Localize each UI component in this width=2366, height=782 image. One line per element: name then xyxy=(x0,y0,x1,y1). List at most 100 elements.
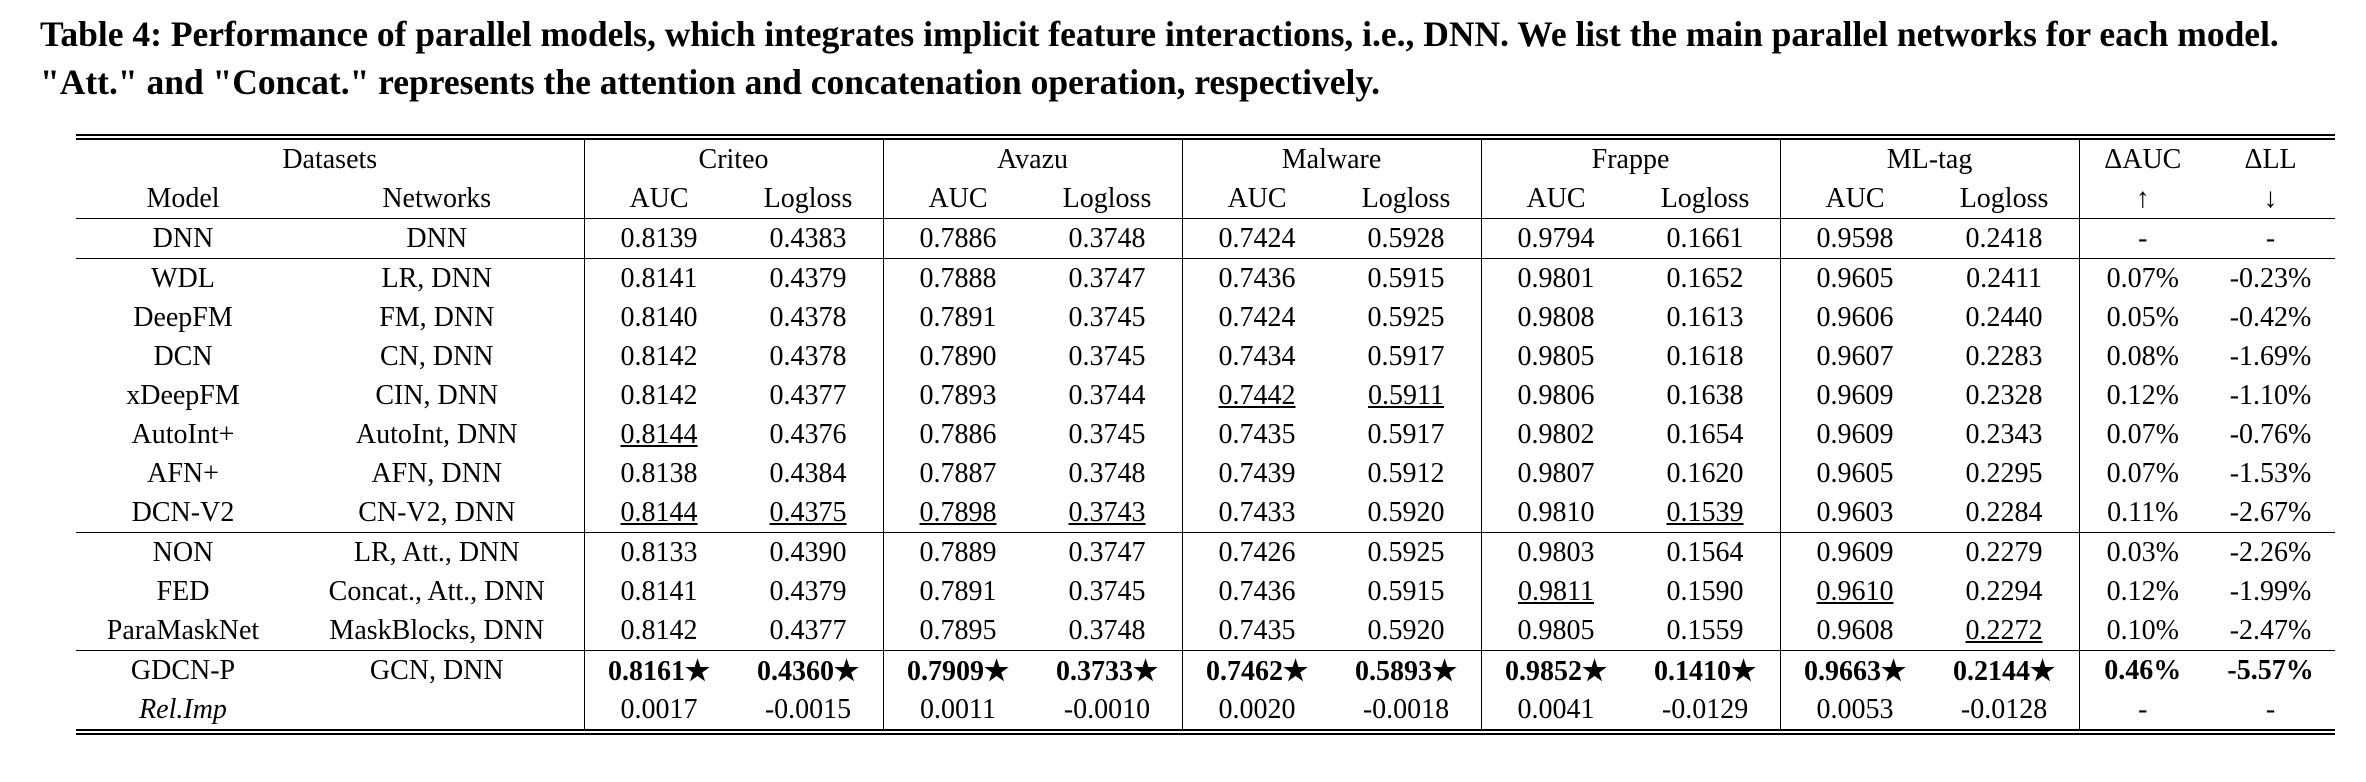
model-name: AFN+ xyxy=(147,457,219,489)
model-header: Model xyxy=(146,182,220,214)
metric-value: 0.7895 xyxy=(919,614,997,646)
metric-value: 0.9605 xyxy=(1816,457,1894,489)
model-name: AutoInt+ xyxy=(131,418,235,450)
networks: CIN, DNN xyxy=(290,376,585,415)
metric-value: 0.4379 xyxy=(733,258,884,298)
metric-value: 0.7424 xyxy=(1218,301,1296,333)
metric-value: 0.1410★ xyxy=(1630,650,1781,690)
metric-value: 0.9801 xyxy=(1481,258,1631,298)
metric-value: 0.4384 xyxy=(733,454,884,493)
metric-value: 0.9598 xyxy=(1780,218,1930,259)
model-name: WDL xyxy=(76,258,290,298)
metric-value: 0.4377 xyxy=(733,611,884,651)
networks: Concat., Att., DNN xyxy=(290,572,585,611)
metric-value: 0.7435 xyxy=(1218,418,1296,450)
metric-value: 0.0020 xyxy=(1218,693,1296,725)
metric-value: 0.3743 xyxy=(1032,493,1183,533)
model-name: xDeepFM xyxy=(126,379,240,411)
metric-value: 0.8133 xyxy=(584,532,734,572)
up-arrow: ↑ xyxy=(2135,182,2150,214)
metric-value: 0.4376 xyxy=(733,415,884,454)
metric-value: -1.99% xyxy=(2229,575,2312,607)
dataset-name: ML-tag xyxy=(1780,137,2080,179)
metric-value: 0.10% xyxy=(2106,614,2179,646)
metric-value: -0.0018 xyxy=(1331,690,1482,732)
metric-value: 0.7889 xyxy=(883,532,1033,572)
metric-value: 0.3745 xyxy=(1032,572,1183,611)
metric-value: 0.0041 xyxy=(1517,693,1595,725)
metric-value: 0.9609 xyxy=(1816,379,1894,411)
metric-value: 0.2279 xyxy=(1929,532,2080,572)
metric-value: 0.9808 xyxy=(1517,301,1595,333)
metric-value: 0.8142 xyxy=(620,614,698,646)
down-arrow: ↓ xyxy=(2263,182,2278,214)
metric-value: 0.4383 xyxy=(733,218,884,259)
metric-value: 0.8141 xyxy=(584,258,734,298)
metric-value: -0.0128 xyxy=(1929,690,2080,732)
metric-value: -2.47% xyxy=(2229,614,2312,646)
metric-value: 0.9803 xyxy=(1481,532,1631,572)
metric-value: 0.3744 xyxy=(1032,376,1183,415)
metric-value: 0.07% xyxy=(2106,457,2179,489)
metric-value: 0.9608 xyxy=(1816,614,1894,646)
networks: MaskBlocks, DNN xyxy=(290,611,585,651)
metric-value: 0.8140 xyxy=(620,301,698,333)
networks: LR, DNN xyxy=(290,258,585,298)
networks: CN-V2, DNN xyxy=(290,493,585,533)
model-name: NON xyxy=(76,532,290,572)
header-row: Datasets Criteo Avazu Malware Frappe ML-… xyxy=(76,137,2335,179)
networks: AFN, DNN xyxy=(290,454,585,493)
metric-value: 0.9610 xyxy=(1816,575,1894,607)
metric-value: 0.2272 xyxy=(1929,611,2080,651)
metric-value: 0.8139 xyxy=(584,218,734,259)
metric-header: Logloss xyxy=(1032,179,1183,219)
metric-value: 0.2418 xyxy=(1929,218,2080,259)
metric-header: Logloss xyxy=(1630,179,1781,219)
metric-value: 0.5911 xyxy=(1331,376,1482,415)
metric-value: 0.9609 xyxy=(1816,418,1894,450)
metric-value: 0.7435 xyxy=(1218,614,1296,646)
metric-value: 0.9607 xyxy=(1816,340,1894,372)
model-name: DCN xyxy=(153,340,213,372)
metric-header: AUC xyxy=(629,182,689,214)
dataset-name: Criteo xyxy=(584,137,884,179)
metric-value: 0.9805 xyxy=(1517,614,1595,646)
metric-value: -1.53% xyxy=(2229,457,2312,489)
metric-value: 0.7890 xyxy=(919,340,997,372)
table-row: DCN-V2 CN-V2, DNN 0.8144 0.4375 0.7898 0.3743… xyxy=(76,493,2335,533)
metric-value: 0.12% xyxy=(2106,575,2179,607)
metric-value: 0.5920 xyxy=(1331,611,1482,651)
metric-header: Logloss xyxy=(733,179,884,219)
metric-value: - xyxy=(2206,218,2336,259)
metric-value: 0.9794 xyxy=(1481,218,1631,259)
metric-value: 0.5917 xyxy=(1331,415,1482,454)
networks: DNN xyxy=(290,218,585,259)
metric-value: 0.5915 xyxy=(1331,258,1482,298)
metric-value: 0.1638 xyxy=(1630,376,1781,415)
metric-value: 0.5928 xyxy=(1331,218,1482,259)
metric-value: 0.7887 xyxy=(919,457,997,489)
metric-value: 0.5920 xyxy=(1331,493,1482,533)
networks: AutoInt, DNN xyxy=(290,415,585,454)
metric-value: 0.1590 xyxy=(1630,572,1781,611)
metric-value: 0.8161★ xyxy=(584,650,734,690)
metric-value: 0.7426 xyxy=(1182,532,1332,572)
metric-value: 0.9806 xyxy=(1517,379,1595,411)
metric-value: 0.07% xyxy=(2079,258,2207,298)
table-row: xDeepFM CIN, DNN 0.8142 0.4377 0.7893 0.3744 0… xyxy=(76,376,2335,415)
metric-header: Logloss xyxy=(1929,179,2080,219)
metric-value: 0.3748 xyxy=(1032,218,1183,259)
metric-value: 0.9609 xyxy=(1780,532,1930,572)
networks: FM, DNN xyxy=(290,298,585,337)
table-row: AutoInt+ AutoInt, DNN 0.8144 0.4376 0.7886 0.… xyxy=(76,415,2335,454)
metric-value: -2.26% xyxy=(2206,532,2336,572)
metric-value: 0.8142 xyxy=(620,379,698,411)
model-name: ParaMaskNet xyxy=(106,614,260,646)
delta-auc-header: ΔAUC xyxy=(2104,143,2182,175)
metric-value: 0.1539 xyxy=(1630,493,1781,533)
table-caption: Table 4: Performance of parallel models,… xyxy=(40,14,2279,102)
metric-value: 0.7891 xyxy=(919,301,997,333)
metric-value: 0.5893★ xyxy=(1331,650,1482,690)
metric-value: 0.8138 xyxy=(620,457,698,489)
metric-value: 0.5917 xyxy=(1331,337,1482,376)
